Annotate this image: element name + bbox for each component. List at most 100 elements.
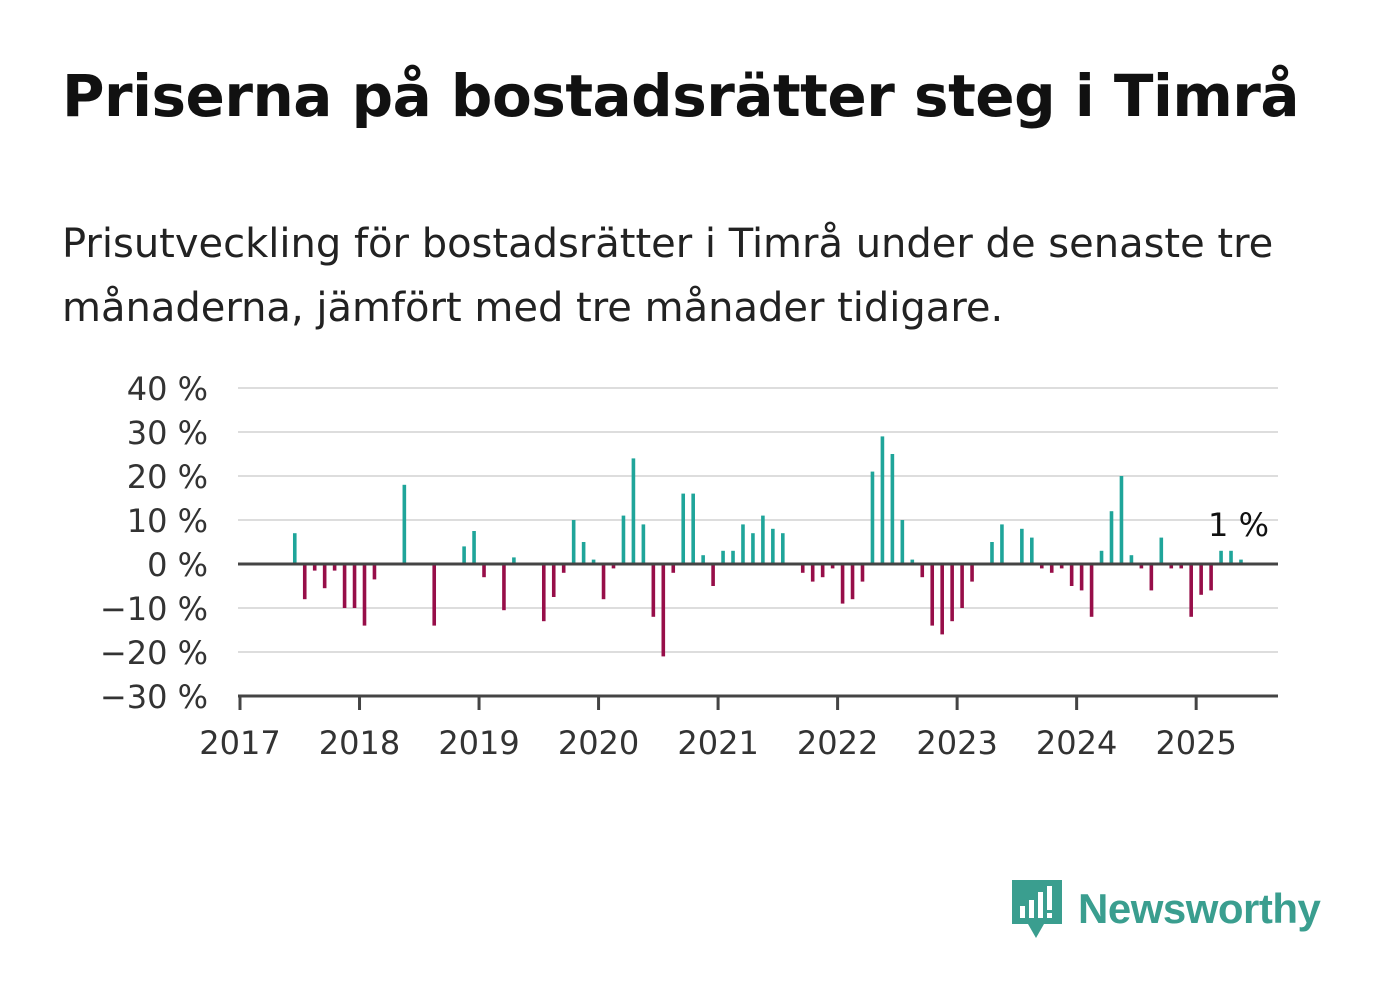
y-tick-label: 20 %	[127, 458, 208, 496]
bar	[581, 542, 586, 564]
bar	[721, 550, 725, 564]
bar	[1119, 476, 1124, 564]
bar	[472, 531, 476, 564]
newsworthy-logo-icon	[1012, 880, 1062, 938]
x-tick-label: 2022	[797, 724, 878, 762]
bar	[1109, 511, 1114, 564]
chart-subtitle: Prisutveckling för bostadsrätter i Timrå…	[62, 221, 1274, 331]
gridlines	[238, 387, 1278, 653]
bar	[332, 564, 337, 571]
bar	[1179, 564, 1184, 569]
bar	[900, 520, 905, 564]
bar	[1199, 564, 1203, 595]
bar	[930, 564, 935, 626]
bar	[1069, 564, 1074, 586]
bar	[342, 564, 347, 608]
bar	[781, 533, 785, 564]
bar	[502, 564, 506, 611]
bar	[601, 564, 606, 600]
bar	[551, 564, 556, 597]
bar	[761, 515, 765, 564]
bar	[1089, 564, 1094, 617]
bar	[482, 564, 486, 578]
bar	[1189, 564, 1193, 617]
y-tick-label: 10 %	[127, 502, 208, 540]
newsworthy-brand[interactable]: Newsworthy	[1010, 878, 1321, 940]
x-tick-label: 2024	[1036, 724, 1117, 762]
bar	[671, 564, 676, 573]
bar	[312, 564, 317, 571]
bar	[1239, 559, 1243, 564]
bar	[1030, 537, 1034, 564]
brand-name: Newsworthy	[1078, 885, 1321, 932]
bar	[731, 550, 735, 564]
bar	[651, 564, 656, 617]
bar	[711, 564, 715, 586]
bar	[830, 564, 835, 569]
bar	[950, 564, 954, 622]
bar	[432, 564, 437, 626]
x-tick-label: 2019	[438, 724, 519, 762]
bar	[541, 564, 546, 622]
bar	[1020, 528, 1024, 564]
bar	[910, 559, 915, 564]
bar	[1059, 564, 1064, 569]
bar	[940, 564, 944, 635]
bar	[631, 458, 636, 564]
bar	[840, 564, 845, 604]
bar	[1129, 555, 1134, 564]
bar	[362, 564, 367, 626]
bar	[352, 564, 357, 608]
bar	[751, 533, 755, 564]
bar	[1000, 524, 1004, 564]
x-tick-label: 2017	[199, 724, 280, 762]
bar	[880, 436, 885, 564]
bar	[611, 564, 616, 569]
tick-labels: 40 % 30 % 20 % 10 % 0 % −10 % −20 % −30 % 2017 20…	[100, 370, 1269, 762]
bar	[741, 524, 745, 564]
bar	[1049, 564, 1054, 573]
bar	[850, 564, 855, 600]
chart-title: Priserna på bostadsrätter steg i Timrå	[62, 62, 1300, 130]
bar	[292, 533, 297, 564]
bar	[1079, 564, 1084, 591]
bar	[661, 564, 666, 657]
y-tick-label: −20 %	[100, 634, 208, 672]
bar	[571, 520, 576, 564]
bar	[860, 564, 865, 582]
bar	[701, 555, 705, 564]
bar	[810, 564, 815, 582]
bar	[1159, 537, 1164, 564]
bar	[322, 564, 327, 589]
bar	[1209, 564, 1213, 591]
bar	[1039, 564, 1044, 569]
bar	[561, 564, 566, 573]
y-tick-label: −10 %	[100, 590, 208, 628]
bar	[1149, 564, 1154, 591]
bar	[1169, 564, 1174, 569]
bar	[1219, 550, 1223, 564]
bar	[870, 471, 875, 564]
y-tick-label: −30 %	[100, 678, 208, 716]
last-value-annotation: 1 %	[1208, 506, 1269, 544]
bar	[771, 528, 775, 564]
axes	[238, 562, 1278, 710]
bar	[1099, 550, 1104, 564]
x-tick-label: 2025	[1155, 724, 1236, 762]
bars	[292, 436, 1243, 657]
x-tick-label: 2018	[319, 724, 400, 762]
y-tick-label: 30 %	[127, 414, 208, 452]
bar	[462, 546, 466, 564]
y-tick-label: 0 %	[147, 546, 208, 584]
bar	[621, 515, 626, 564]
bar	[920, 564, 925, 578]
x-tick-label: 2023	[916, 724, 997, 762]
bar	[960, 564, 964, 608]
bar	[681, 493, 686, 564]
bar	[800, 564, 805, 573]
x-tick-label: 2020	[558, 724, 639, 762]
bar	[990, 542, 994, 564]
bar	[1229, 550, 1233, 564]
bar	[512, 557, 516, 564]
bar	[691, 493, 695, 564]
